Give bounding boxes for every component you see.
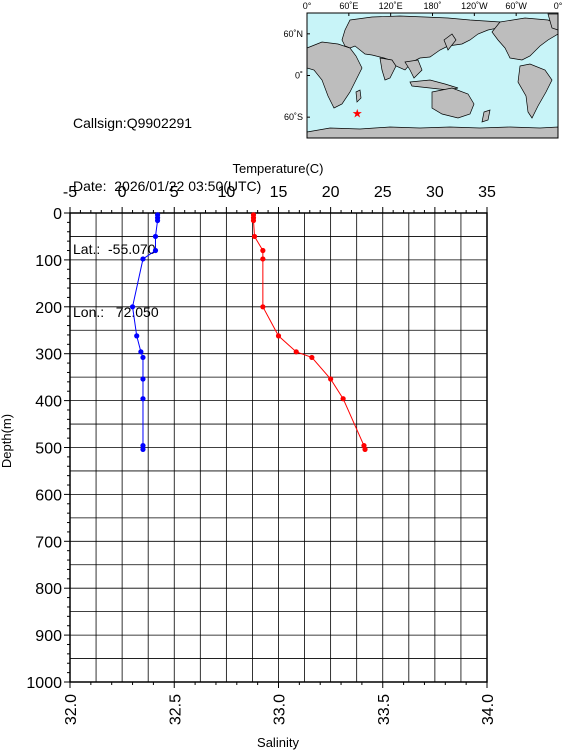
depth-tick-label: 600 xyxy=(35,487,62,504)
land-madagascar xyxy=(355,89,362,103)
map-lon-labels: 0° 60˚E 120˚E 180˚ 120˚W 60˚W 0° xyxy=(303,1,563,11)
temperature-line xyxy=(252,214,366,450)
salinity-ticks: 32.0 32.5 33.0 33.5 34.0 xyxy=(63,694,497,725)
depth-ticks: 0 100 200 300 400 500 600 700 800 900 1000 xyxy=(26,206,62,692)
map-lon-label: 120˚W xyxy=(461,1,488,11)
land-new-zealand xyxy=(481,109,491,123)
temperature-tick-label: 20 xyxy=(322,184,340,201)
land-indochina xyxy=(404,59,423,79)
temperature-series xyxy=(250,212,368,452)
map-lon-label: 0° xyxy=(554,1,563,11)
salinity-point xyxy=(140,376,146,382)
salinity-tick-label: 34.0 xyxy=(480,694,497,725)
temperature-tick-label: 15 xyxy=(270,184,288,201)
depth-tick-label: 900 xyxy=(35,628,62,645)
temperature-point xyxy=(328,376,334,382)
map-lon-label: 120˚E xyxy=(379,1,403,11)
depth-tick-label: 0 xyxy=(53,206,62,223)
temperature-point xyxy=(309,354,315,361)
map-land xyxy=(306,13,559,139)
callsign-text: Callsign:Q9902291 xyxy=(73,115,193,131)
depth-tick-label: 1000 xyxy=(26,675,62,692)
map-lat-label: 60˚N xyxy=(283,29,303,39)
temperature-point xyxy=(275,333,282,339)
salinity-point xyxy=(140,396,146,402)
land-japan xyxy=(443,33,457,51)
temperature-point xyxy=(361,443,367,449)
map-ticks xyxy=(306,13,559,118)
map-lon-label: 60˚W xyxy=(505,1,527,11)
map-lat-labels: 60˚N 0˚ 60˚S xyxy=(283,29,303,122)
salinity-point xyxy=(140,446,146,452)
temperature-tick-label: 25 xyxy=(374,184,392,201)
land-australia xyxy=(431,87,475,119)
temperature-point xyxy=(293,349,299,355)
temperature-tick-label: 35 xyxy=(478,184,496,201)
lat-text: Lat.: -55.070 xyxy=(73,241,156,257)
temperature-point xyxy=(340,396,346,402)
land-eurasia xyxy=(341,15,501,71)
land-africa xyxy=(306,41,363,109)
salinity-tick-label: 32.5 xyxy=(167,694,184,725)
salinity-point xyxy=(140,443,146,449)
temperature-point xyxy=(362,446,368,452)
depth-tick-label: 300 xyxy=(35,347,62,364)
salinity-tick-label: 32.0 xyxy=(63,694,80,725)
date-text: Date: 2026/01/22 03:50(UTC) xyxy=(73,178,262,194)
depth-tick-label: 400 xyxy=(35,394,62,411)
depth-tick-label: 100 xyxy=(35,253,62,270)
depth-tick-label: 500 xyxy=(35,441,62,458)
map-lat-label: 0˚ xyxy=(295,71,303,81)
depth-axis-label: Depth(m) xyxy=(0,414,14,468)
map-lon-label: 0° xyxy=(303,1,312,11)
land-india xyxy=(379,57,397,81)
salinity-tick-label: 33.5 xyxy=(376,694,393,725)
map-lon-label: 60˚E xyxy=(339,1,358,11)
land-south-america xyxy=(517,63,553,119)
depth-tick-label: 700 xyxy=(35,534,62,551)
map-lat-label: 60˚S xyxy=(284,112,303,122)
temperature-tick-label: 30 xyxy=(426,184,444,201)
world-map: 0° 60˚E 120˚E 180˚ 120˚W 60˚W 0° 60˚N 0˚ 60˚S ★ xyxy=(283,1,563,139)
land-antarctica xyxy=(306,126,559,139)
depth-tick-label: 800 xyxy=(35,581,62,598)
map-lon-label: 180˚ xyxy=(423,1,441,11)
salinity-axis-label: Salinity xyxy=(257,735,299,750)
station-marker: ★ xyxy=(352,107,363,121)
lon-text: Lon.: 72.050 xyxy=(73,304,159,320)
depth-tick-label: 200 xyxy=(35,300,62,317)
salinity-tick-label: 33.0 xyxy=(272,694,289,725)
